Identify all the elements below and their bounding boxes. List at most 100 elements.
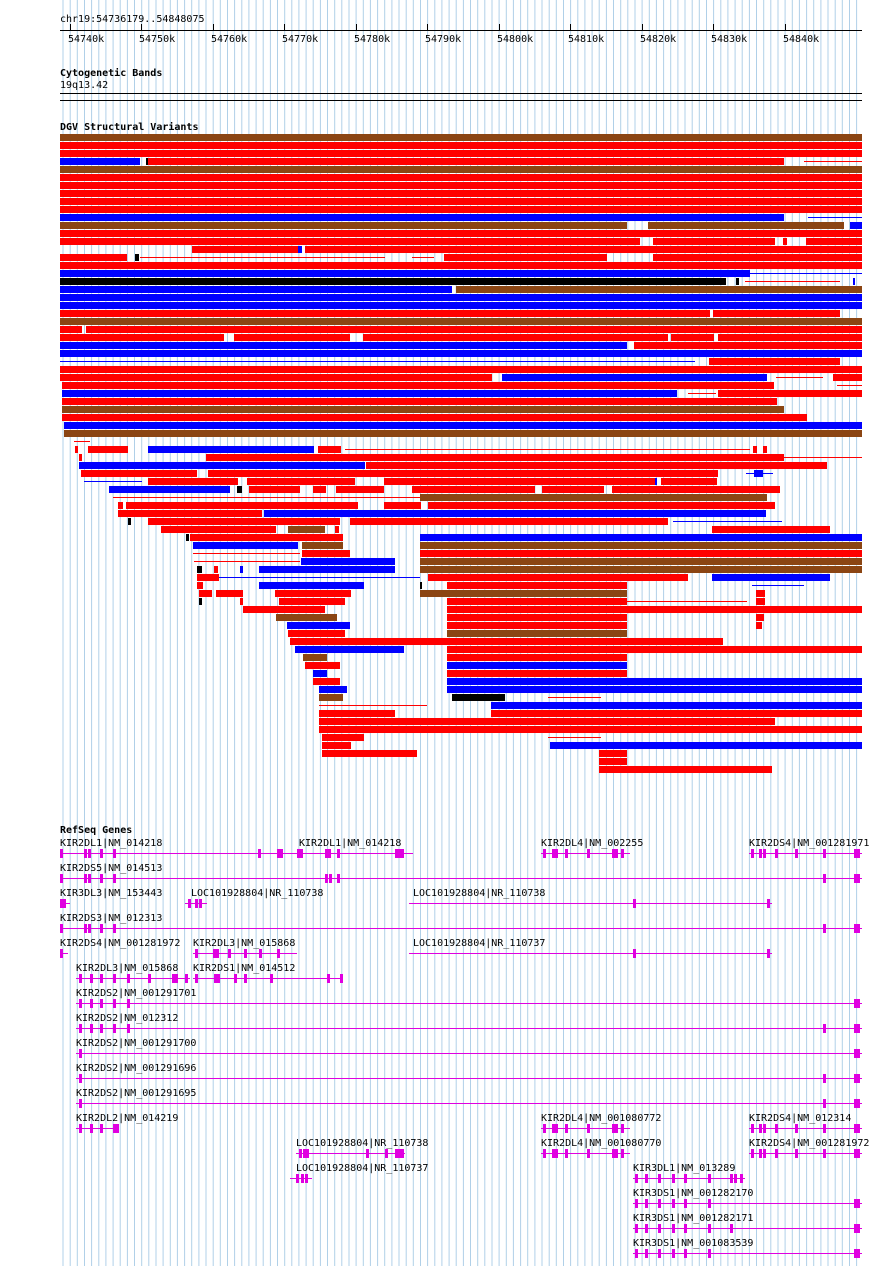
gene-exon[interactable] (854, 1124, 857, 1133)
track-title-refseq[interactable]: RefSeq Genes (60, 825, 133, 836)
gene-intron-line[interactable] (60, 853, 297, 854)
gene-label[interactable]: KIR2DS3|NM_012313 (60, 913, 163, 924)
gene-exon[interactable] (90, 1124, 93, 1133)
gene-exon[interactable] (823, 1074, 826, 1083)
gene-intron-line[interactable] (749, 1128, 862, 1129)
gene-exon[interactable] (612, 849, 615, 858)
gene-exon[interactable] (854, 1049, 857, 1058)
gene-intron-line[interactable] (296, 1153, 405, 1154)
gene-exon[interactable] (587, 849, 590, 858)
gene-label[interactable]: KIR2DS4|NM_001281971 (749, 838, 870, 849)
gene-exon[interactable] (763, 1149, 766, 1158)
gene-exon[interactable] (277, 849, 280, 858)
gene-exon[interactable] (823, 1124, 826, 1133)
gene-exon[interactable] (857, 1099, 860, 1108)
gene-label[interactable]: KIR2DS4|NM_012314 (749, 1113, 852, 1124)
gene-label[interactable]: KIR2DL4|NM_001080770 (541, 1138, 662, 1149)
gene-exon[interactable] (113, 1124, 116, 1133)
gene-exon[interactable] (708, 1199, 711, 1208)
gene-exon[interactable] (565, 849, 568, 858)
gene-exon[interactable] (100, 1024, 103, 1033)
gene-exon[interactable] (552, 1124, 555, 1133)
gene-exon[interactable] (684, 1224, 687, 1233)
gene-exon[interactable] (234, 974, 237, 983)
gene-exon[interactable] (543, 1124, 546, 1133)
gene-exon[interactable] (759, 1124, 762, 1133)
gene-exon[interactable] (100, 974, 103, 983)
gene-exon[interactable] (795, 849, 798, 858)
gene-exon[interactable] (277, 949, 280, 958)
gene-exon[interactable] (857, 1224, 860, 1233)
gene-exon[interactable] (555, 1124, 558, 1133)
gene-exon[interactable] (857, 1199, 860, 1208)
gene-label[interactable]: KIR2DS2|NM_001291700 (76, 1038, 197, 1049)
gene-exon[interactable] (857, 1124, 860, 1133)
gene-exon[interactable] (63, 899, 66, 908)
gene-exon[interactable] (127, 1024, 130, 1033)
gene-exon[interactable] (84, 874, 87, 883)
gene-exon[interactable] (615, 1149, 618, 1158)
gene-label[interactable]: KIR2DS2|NM_001291701 (76, 988, 197, 999)
gene-exon[interactable] (857, 924, 860, 933)
gene-exon[interactable] (763, 849, 766, 858)
gene-exon[interactable] (854, 849, 857, 858)
gene-exon[interactable] (398, 849, 401, 858)
coordinate-ruler[interactable]: 54740k 54750k 54760k 54770k 54780k 54790k 5480… (60, 24, 862, 45)
track-title-cytoband[interactable]: Cytogenetic Bands (60, 68, 163, 79)
gene-exon[interactable] (734, 1174, 737, 1183)
gene-exon[interactable] (621, 1124, 624, 1133)
gene-exon[interactable] (79, 1074, 82, 1083)
gene-exon[interactable] (857, 999, 860, 1008)
gene-exon[interactable] (730, 1224, 733, 1233)
gene-intron-line[interactable] (60, 878, 862, 879)
gene-exon[interactable] (90, 974, 93, 983)
gene-exon[interactable] (127, 974, 130, 983)
gene-exon[interactable] (552, 849, 555, 858)
gene-exon[interactable] (635, 1224, 638, 1233)
gene-exon[interactable] (337, 874, 340, 883)
gene-exon[interactable] (398, 1149, 401, 1158)
gene-label[interactable]: KIR3DS1|NM_001083539 (633, 1238, 754, 1249)
gene-intron-line[interactable] (76, 978, 190, 979)
gene-exon[interactable] (303, 1149, 306, 1158)
gene-exon[interactable] (228, 949, 231, 958)
gene-exon[interactable] (672, 1224, 675, 1233)
gene-intron-line[interactable] (299, 853, 413, 854)
gene-label[interactable]: KIR2DL4|NM_001080772 (541, 1113, 662, 1124)
gene-exon[interactable] (329, 874, 332, 883)
gene-exon[interactable] (113, 1024, 116, 1033)
gene-exon[interactable] (395, 1149, 398, 1158)
gene-exon[interactable] (633, 949, 636, 958)
gene-intron-line[interactable] (76, 1128, 119, 1129)
gene-exon[interactable] (658, 1199, 661, 1208)
gene-exon[interactable] (327, 974, 330, 983)
gene-exon[interactable] (857, 1149, 860, 1158)
gene-label[interactable]: KIR3DS1|NM_001282170 (633, 1188, 754, 1199)
gene-label[interactable]: KIR2DL1|NM_014218 (299, 838, 402, 849)
gene-label[interactable]: KIR2DL2|NM_014219 (76, 1113, 179, 1124)
gene-exon[interactable] (113, 999, 116, 1008)
gene-intron-line[interactable] (749, 853, 862, 854)
gene-exon[interactable] (633, 899, 636, 908)
gene-exon[interactable] (672, 1174, 675, 1183)
gene-exon[interactable] (854, 1099, 857, 1108)
gene-exon[interactable] (854, 874, 857, 883)
gene-exon[interactable] (751, 1124, 754, 1133)
gene-intron-line[interactable] (409, 903, 772, 904)
gene-exon[interactable] (708, 1224, 711, 1233)
gene-exon[interactable] (299, 1149, 302, 1158)
gene-intron-line[interactable] (541, 1153, 630, 1154)
gene-label[interactable]: KIR2DL1|NM_014218 (60, 838, 163, 849)
gene-exon[interactable] (730, 1174, 733, 1183)
gene-exon[interactable] (672, 1249, 675, 1258)
gene-exon[interactable] (635, 1199, 638, 1208)
gene-exon[interactable] (270, 974, 273, 983)
gene-exon[interactable] (543, 849, 546, 858)
gene-exon[interactable] (100, 874, 103, 883)
gene-exon[interactable] (751, 1149, 754, 1158)
gene-exon[interactable] (100, 924, 103, 933)
gene-exon[interactable] (301, 1174, 304, 1183)
cytoband-bar[interactable] (60, 93, 862, 94)
gene-exon[interactable] (854, 1249, 857, 1258)
gene-exon[interactable] (658, 1174, 661, 1183)
